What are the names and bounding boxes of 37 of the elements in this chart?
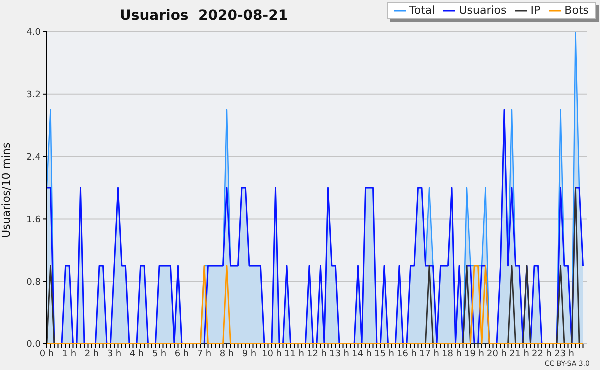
y-tick-label: 0.8 (26, 278, 42, 288)
x-tick-label: 12 h (306, 349, 328, 360)
x-tick-label: 13 h (329, 349, 350, 360)
x-tick-label: 8 h (220, 349, 234, 360)
x-tick-label: 23 h (554, 349, 575, 360)
line-series (47, 109, 584, 344)
x-tick-label: 7 h (197, 349, 212, 360)
x-tick-label: 14 h (352, 349, 372, 360)
y-tick-label: 3.2 (26, 90, 41, 101)
y-tick-label: 2.4 (26, 152, 42, 163)
x-tick-label: 5 h (152, 349, 167, 360)
x-tick-label: 16 h (396, 349, 418, 360)
x-tick-label: 0 h (40, 349, 54, 360)
legend-label: Usuarios (458, 4, 507, 17)
chart-title: Usuarios 2020-08-21 (120, 8, 288, 24)
x-tick-label: 18 h (442, 349, 462, 360)
x-tick-label: 20 h (486, 349, 508, 360)
x-tick-label: 2 h (84, 349, 100, 360)
x-tick-label: 21 h (509, 349, 530, 360)
x-tick-label: 19 h (464, 349, 485, 360)
x-tick-label: 1 h (62, 349, 77, 360)
y-axis-title: Usuarios/10 mins (0, 142, 13, 238)
legend-label: IP (530, 4, 541, 17)
y-tick-label: 0.0 (26, 340, 42, 350)
y-tick-label: 1.6 (26, 215, 42, 226)
x-tick-label: 9 h (242, 349, 257, 360)
x-tick-label: 6 h (174, 349, 190, 360)
x-tick-label: 22 h (532, 349, 552, 360)
x-tick-label: 3 h (107, 349, 122, 360)
legend-label: Bots (564, 4, 589, 17)
legend-label: Total (408, 4, 436, 17)
y-tick-label: 4.0 (26, 28, 42, 38)
x-tick-label: 10 h (262, 349, 282, 360)
x-tick-label: 11 h (284, 349, 305, 360)
x-tick-label: 17 h (419, 349, 440, 360)
x-tick-label: 4 h (130, 349, 144, 360)
x-tick-label: 15 h (374, 349, 395, 360)
